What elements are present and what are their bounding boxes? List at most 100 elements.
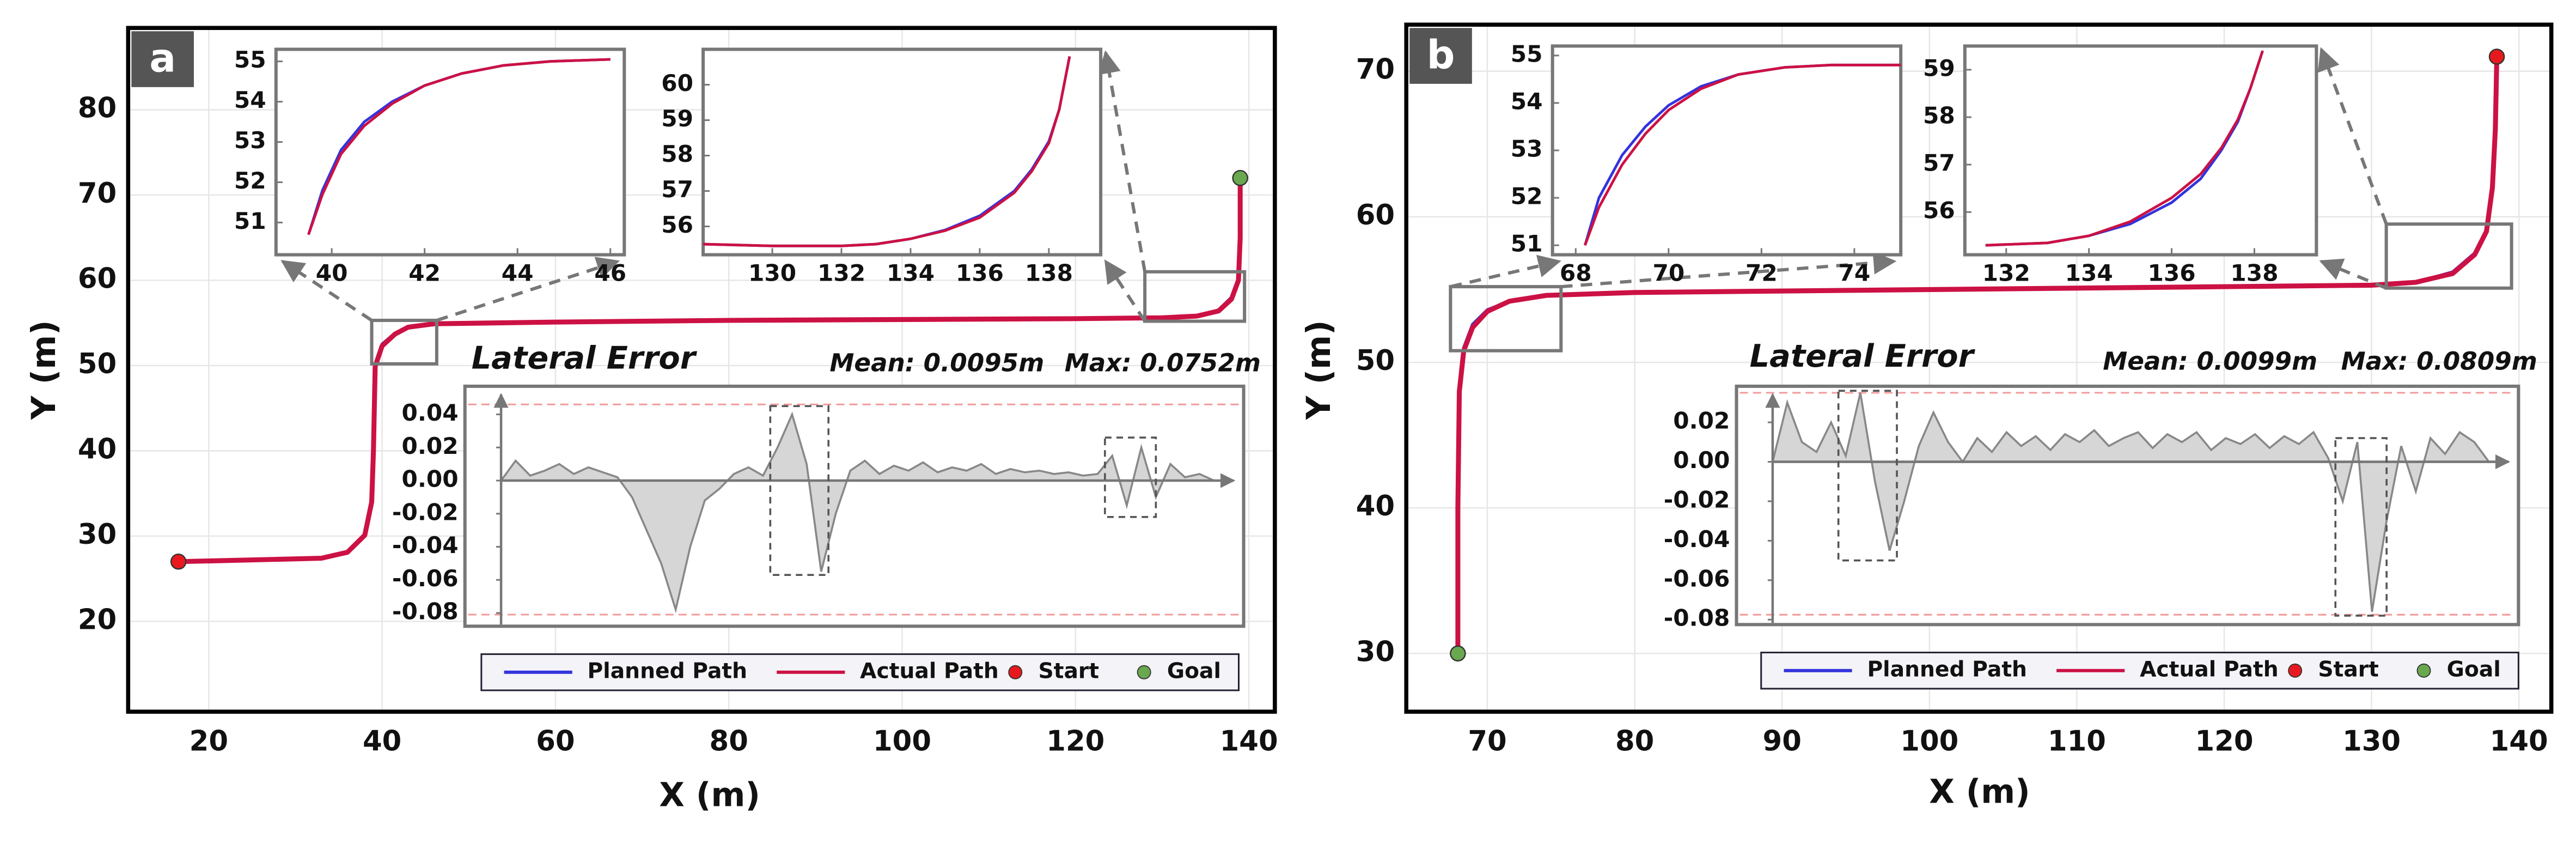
error-max: Max: 0.0809m [2341,347,2537,376]
inset-y-tick-label: 55 [1511,40,1543,67]
legend-label: Planned Path [588,659,748,683]
inset-line [307,58,611,235]
inset-line [1584,63,1901,246]
y-tick-label: 80 [78,92,117,124]
inset-x-tick-label: 138 [2230,259,2278,286]
x-tick-label: 40 [363,725,401,757]
zoom-connector [2317,47,2388,225]
zoom-connector [1098,50,1147,272]
y-tick-label: 60 [78,262,117,295]
zoom-connector [1561,251,1897,289]
zoom-box [1449,285,1563,353]
inset-y-tick-label: 57 [661,176,693,203]
inset-y-tick-label: 53 [234,127,266,154]
error-mean: Mean: 0.0099m [2103,347,2317,376]
y-tick-label: 30 [1356,635,1395,668]
inset-x-tick-label: 44 [502,259,534,286]
y-tick-label: 70 [1356,53,1395,86]
inset-y-tick-label: 60 [661,70,693,96]
inset-x-tick-label: 136 [2147,259,2195,286]
legend-box [480,653,1240,691]
inset-x-tick-label: 138 [1025,259,1073,286]
inset-y-tick-label: 56 [661,211,693,238]
legend-label: Start [1038,659,1099,683]
error-y-tick-label: -0.04 [392,532,459,558]
y-axis-label: Y (m) [1300,320,1338,420]
error-line [1772,392,2490,612]
error-mean: Mean: 0.0095m [829,349,1044,378]
error-y-tick-label: -0.04 [1664,526,1730,552]
inset-x-tick-label: 136 [956,259,1004,286]
inset-y-tick-label: 54 [1511,88,1543,114]
point-marker [1450,645,1466,662]
point-marker [2488,48,2505,65]
panel-label: b [1427,33,1455,78]
inset-y-tick-label: 52 [234,167,266,194]
y-tick-label: 70 [78,177,117,210]
legend-label: Planned Path [1867,657,2027,682]
x-tick-label: 80 [1615,725,1654,757]
error-y-tick-label: 0.04 [401,399,458,426]
y-tick-label: 30 [78,518,117,551]
error-y-tick-label: 0.02 [1673,408,1730,434]
legend-swatch [1008,665,1023,679]
highlight-box [1837,390,1898,562]
inset-x-tick-label: 68 [1560,259,1592,286]
panel-label: a [149,36,176,82]
y-axis-label: Y (m) [25,320,63,420]
inset-x-tick-label: 134 [2065,259,2113,286]
inset-y-tick-label: 58 [661,141,693,167]
x-tick-label: 140 [2490,725,2548,757]
error-y-tick-label: -0.02 [1664,486,1730,513]
error-area [501,414,1214,610]
inset-frame [701,47,1103,257]
zoom-box [370,318,438,366]
error-y-tick-label: -0.08 [1664,605,1730,632]
legend-label: Goal [1167,659,1221,683]
x-tick-label: 140 [1220,725,1278,757]
zoom-box [2384,222,2513,290]
y-tick-label: 20 [78,603,117,636]
inset-y-tick-label: 58 [1923,102,1955,129]
zoom-connector [436,257,620,322]
highlight-box [769,405,830,576]
x-axis-label: X (m) [659,776,760,815]
inset-y-tick-label: 54 [234,87,266,113]
x-tick-label: 20 [190,725,228,757]
x-tick-label: 70 [1468,725,1506,757]
legend-swatch [1137,665,1151,679]
legend-swatch [2288,663,2303,678]
inset-x-tick-label: 134 [887,259,935,286]
x-tick-label: 120 [2195,725,2253,757]
inset-x-tick-label: 46 [594,259,626,286]
legend-swatch [2416,663,2431,678]
x-tick-label: 120 [1046,725,1104,757]
legend-label: Actual Path [860,659,999,683]
panel-label-box [131,31,194,87]
plot-frame [1404,22,2554,714]
error-y-tick-label: -0.08 [392,598,459,625]
error-y-tick-label: 0.02 [401,433,458,459]
inset-x-tick-label: 74 [1839,259,1871,286]
zoom-connector [1104,259,1146,323]
x-axis-label: X (m) [1929,773,2030,811]
inset-y-tick-label: 52 [1511,183,1543,210]
legend-label: Start [2318,657,2379,682]
y-tick-label: 50 [1356,344,1395,377]
zoom-box [1143,270,1247,323]
legend-label: Goal [2447,657,2501,682]
x-tick-label: 60 [536,725,575,757]
x-tick-label: 110 [2048,725,2106,757]
inset-x-tick-label: 42 [408,259,441,286]
plot-frame [126,26,1277,714]
inset-x-tick-label: 72 [1745,259,1778,286]
inset-frame [274,47,626,257]
y-tick-label: 40 [1356,490,1395,523]
error-y-tick-label: 0.00 [401,466,458,493]
error-y-tick-label: -0.02 [392,499,459,525]
highlight-box [2334,437,2388,617]
error-title: Lateral Error [1750,338,1976,374]
highlight-box [1104,436,1157,518]
